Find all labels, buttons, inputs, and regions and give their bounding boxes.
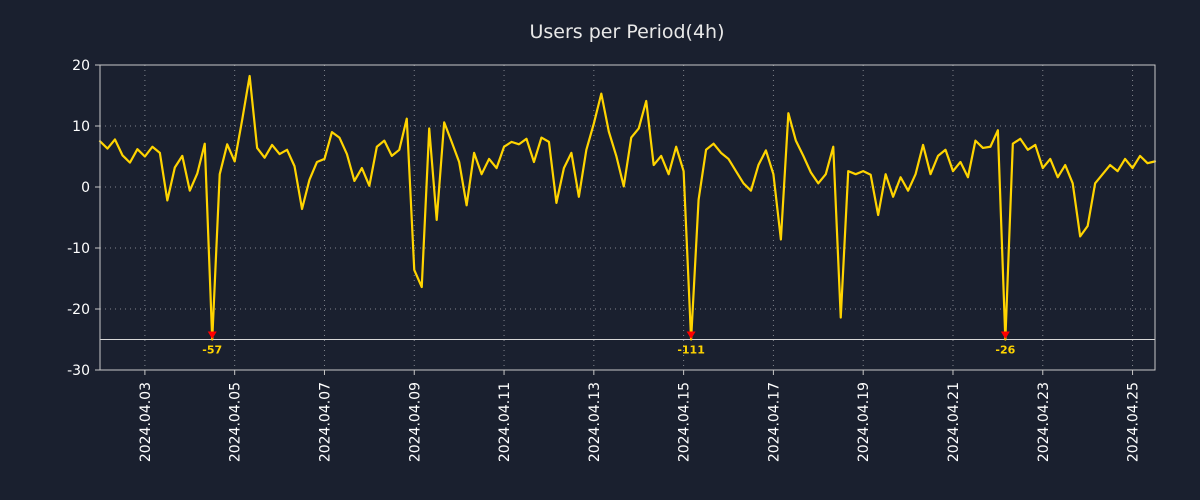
x-tick-label: 2024.04.09 bbox=[407, 382, 423, 462]
y-tick-label: 20 bbox=[72, 58, 90, 74]
x-tick-label: 2024.04.17 bbox=[766, 382, 782, 462]
y-tick-label: 10 bbox=[72, 119, 90, 135]
chart-title: Users per Period(4h) bbox=[529, 21, 724, 43]
x-tick-label: 2024.04.05 bbox=[228, 382, 244, 462]
x-tick-label: 2024.04.23 bbox=[1036, 382, 1052, 462]
x-tick-label: 2024.04.03 bbox=[138, 382, 154, 462]
x-tick-label: 2024.04.21 bbox=[946, 382, 962, 462]
plot-border bbox=[99, 64, 1156, 371]
y-tick-label: -30 bbox=[67, 363, 90, 379]
min-marker-icon bbox=[207, 331, 217, 339]
min-value-label: -111 bbox=[677, 344, 705, 357]
x-tick-label: 2024.04.19 bbox=[856, 382, 872, 462]
x-tick-label: 2024.04.15 bbox=[677, 382, 693, 462]
y-tick-label: -10 bbox=[67, 241, 90, 257]
min-marker-icon bbox=[686, 331, 696, 339]
min-marker-icon bbox=[1000, 331, 1010, 339]
min-value-label: -26 bbox=[995, 344, 1015, 357]
x-tick-label: 2024.04.13 bbox=[587, 382, 603, 462]
annotations: -57 -111 -26 bbox=[202, 331, 1016, 357]
y-tick-label: 0 bbox=[81, 180, 90, 196]
data-series bbox=[98, 74, 1157, 341]
x-tick-label: 2024.04.11 bbox=[497, 382, 513, 462]
users-line-series bbox=[98, 74, 1157, 341]
x-tick-label: 2024.04.25 bbox=[1126, 382, 1142, 462]
axes: 20 10 0 -10 -20 -30 2024.04.03 2024.04.05 2024.0… bbox=[67, 58, 1156, 462]
min-value-label: -57 bbox=[202, 344, 222, 357]
x-tick-label: 2024.04.07 bbox=[317, 382, 333, 462]
y-tick-label: -20 bbox=[67, 302, 90, 318]
